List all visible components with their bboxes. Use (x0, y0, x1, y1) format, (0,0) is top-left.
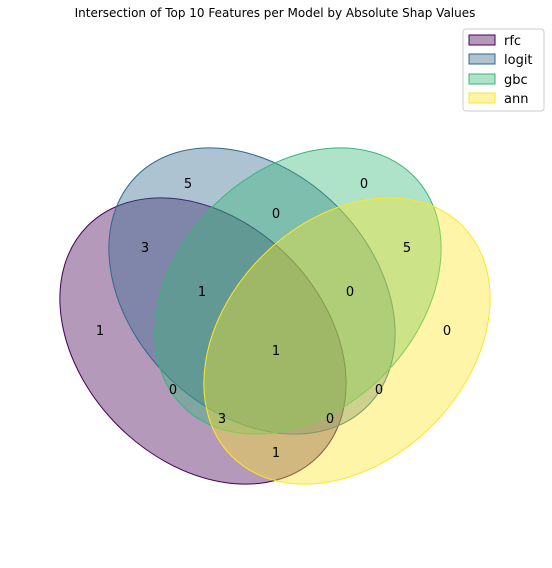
set-ellipse-rfc (59, 197, 347, 485)
region-count-logit-ann: 0 (375, 383, 383, 398)
region-count-gbc-only: 0 (360, 177, 368, 192)
legend-label-logit: logit (504, 53, 533, 68)
set-ellipse-gbc (154, 147, 442, 435)
region-count-logit-gbc: 0 (272, 207, 280, 222)
region-count-rfc-only: 1 (96, 324, 104, 339)
region-count-rfc-logit-gbc: 1 (198, 285, 206, 300)
region-count-rfc-ann: 1 (272, 446, 280, 461)
region-count-rfc-logit-ann: 0 (326, 412, 334, 427)
legend-label-gbc: gbc (504, 73, 528, 88)
legend-swatch-logit (468, 53, 496, 65)
region-count-ann-only: 0 (443, 324, 451, 339)
set-ellipse-ann (203, 197, 491, 485)
legend-frame (462, 28, 545, 112)
region-count-rfc-logit: 3 (141, 241, 149, 256)
region-count-rfc-gbc-ann: 3 (218, 412, 226, 427)
region-count-all: 1 (272, 344, 280, 359)
region-count-logit-gbc-ann: 0 (346, 285, 354, 300)
region-count-rfc-gbc: 0 (169, 383, 177, 398)
region-count-logit-only: 5 (184, 177, 192, 192)
legend: rfc logit gbc ann (462, 28, 545, 112)
legend-swatch-gbc (468, 73, 496, 85)
region-count-gbc-ann: 5 (403, 241, 411, 256)
legend-label-ann: ann (504, 92, 528, 107)
legend-label-rfc: rfc (504, 34, 521, 49)
legend-swatch-ann (468, 92, 496, 104)
legend-swatch-rfc (468, 34, 496, 46)
set-ellipse-logit (108, 147, 396, 435)
diagram-title: Intersection of Top 10 Features per Mode… (75, 6, 476, 20)
